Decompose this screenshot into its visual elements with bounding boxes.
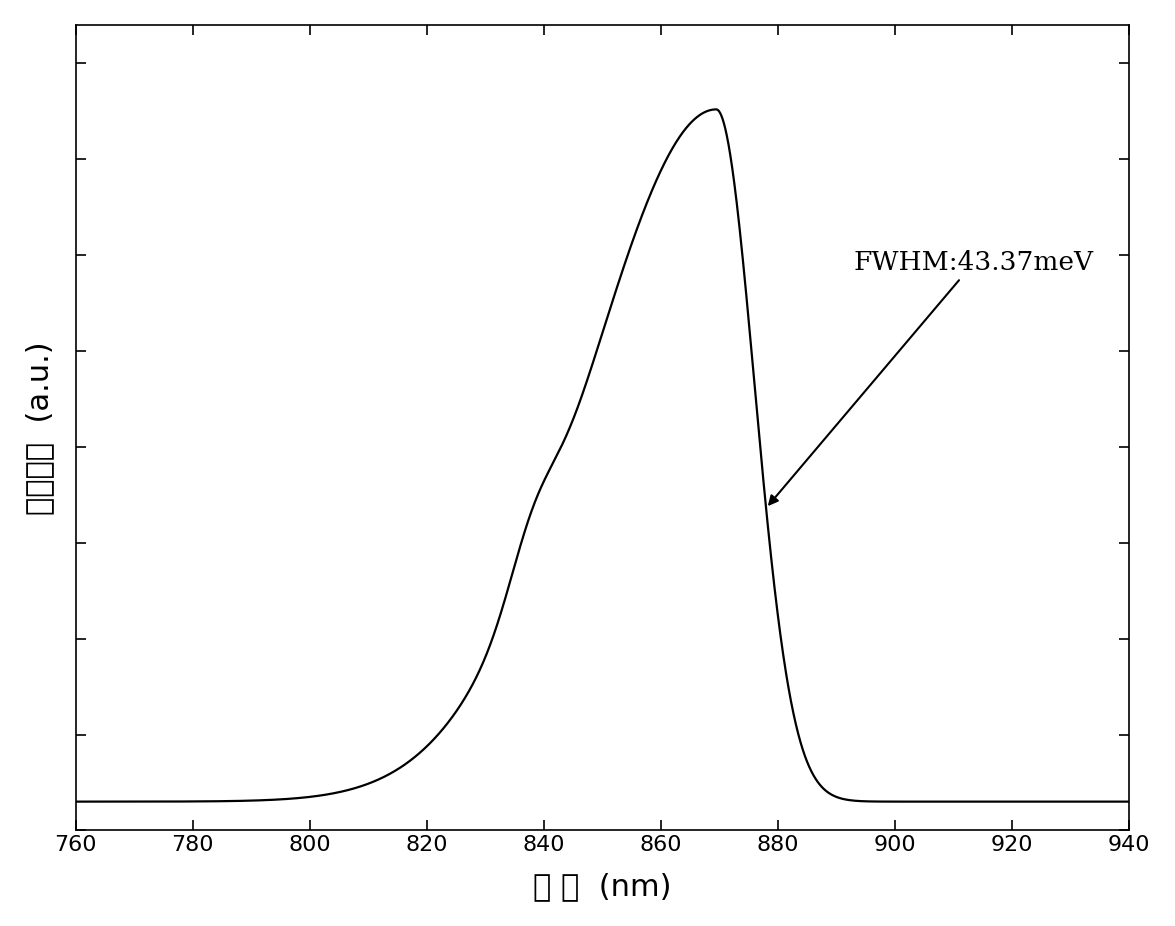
Y-axis label: 光谱强度  (a.u.): 光谱强度 (a.u.) <box>25 341 54 515</box>
Text: FWHM:43.37meV: FWHM:43.37meV <box>770 250 1094 505</box>
X-axis label: 波 长  (nm): 波 长 (nm) <box>533 872 671 901</box>
